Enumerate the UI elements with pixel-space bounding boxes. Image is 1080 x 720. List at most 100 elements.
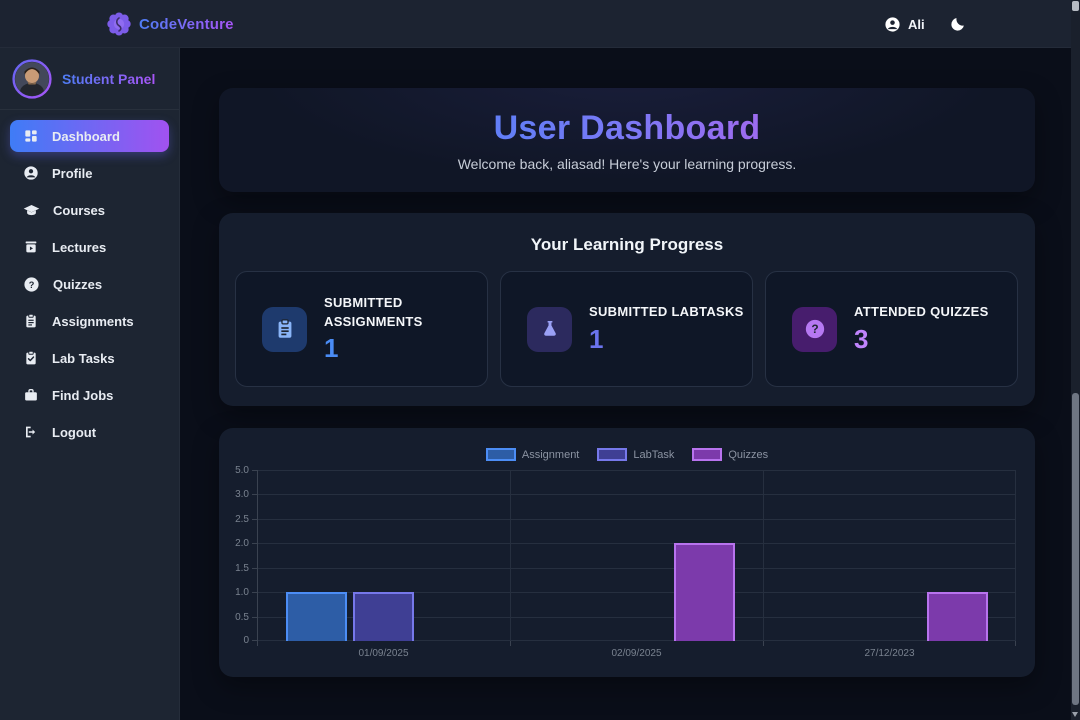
x-tick-label: 01/09/2025 xyxy=(358,648,409,659)
x-axis-tick xyxy=(763,641,764,646)
sidebar-item-label: Lectures xyxy=(52,239,107,255)
brand: CodeVenture xyxy=(106,0,234,48)
clipboard-check-icon xyxy=(23,350,39,366)
gridline xyxy=(763,470,764,641)
y-axis-tick xyxy=(252,640,257,641)
gridline xyxy=(257,543,1016,544)
y-axis-tick xyxy=(252,592,257,593)
bar-labtask-01-09-2025 xyxy=(353,592,414,641)
stat-icon-tile: ? xyxy=(792,306,837,352)
legend-label: LabTask xyxy=(633,448,675,461)
page-scrollbar[interactable] xyxy=(1071,0,1080,720)
sidebar-item-label: Profile xyxy=(52,165,93,181)
sidebar-item-label: Lab Tasks xyxy=(52,350,115,366)
sidebar-nav: Dashboard Profile Courses Lectures? Quizzes A… xyxy=(0,110,179,448)
stat-icon-tile xyxy=(527,306,572,352)
sidebar-item-find-jobs[interactable]: Find Jobs xyxy=(10,379,169,411)
y-tick-label: 5.0 xyxy=(235,465,249,476)
logout-icon xyxy=(23,424,39,440)
legend-label: Quizzes xyxy=(728,448,769,461)
legend-swatch xyxy=(692,448,723,461)
user-icon xyxy=(23,165,39,181)
sidebar-header: Student Panel xyxy=(0,48,179,110)
sidebar-item-quizzes[interactable]: ? Quizzes xyxy=(10,268,169,300)
legend-item-quizzes[interactable]: Quizzes xyxy=(692,448,768,461)
legend-item-labtask[interactable]: LabTask xyxy=(597,448,674,461)
scroll-down-button[interactable] xyxy=(1072,712,1078,717)
sidebar-item-label: Dashboard xyxy=(52,128,120,144)
sidebar-item-courses[interactable]: Courses xyxy=(10,194,169,226)
chart-legend: Assignment LabTask Quizzes xyxy=(219,448,1035,461)
user-circle-icon xyxy=(884,16,901,33)
bar-assignment-01-09-2025 xyxy=(286,592,347,641)
scrollbar-thumb[interactable] xyxy=(1072,393,1079,705)
sidebar-item-label: Logout xyxy=(52,424,97,440)
sidebar-item-label: Quizzes xyxy=(53,276,103,292)
legend-label: Assignment xyxy=(521,448,580,461)
y-tick-label: 1.0 xyxy=(235,587,249,598)
clipboard-icon xyxy=(274,318,296,340)
scroll-up-button[interactable] xyxy=(1072,1,1079,11)
topbar: CodeVenture Ali xyxy=(0,0,1080,48)
x-axis-tick xyxy=(257,641,258,646)
sidebar-item-lab-tasks[interactable]: Lab Tasks xyxy=(10,342,169,374)
avatar xyxy=(12,58,52,99)
y-axis-tick xyxy=(252,543,257,544)
sidebar-item-dashboard[interactable]: Dashboard xyxy=(10,120,169,152)
sidebar-item-label: Assignments xyxy=(52,313,134,329)
sidebar-item-profile[interactable]: Profile xyxy=(10,157,169,189)
briefcase-icon xyxy=(23,387,39,403)
sidebar-item-lectures[interactable]: Lectures xyxy=(10,231,169,263)
flask-icon xyxy=(539,318,561,340)
y-tick-label: 3.0 xyxy=(235,489,249,500)
stat-label: ATTENDED QUIZZES xyxy=(854,304,989,320)
svg-text:?: ? xyxy=(811,322,818,336)
stat-cards-row: SUBMITTED ASSIGNMENTS 1 SUBMITTED LABTASKS… xyxy=(235,271,1019,387)
stat-label: SUBMITTED LABTASKS xyxy=(589,304,744,320)
bar-quizzes-27-12-2023 xyxy=(927,592,988,641)
progress-card: Your Learning Progress SUBMITTED ASSIGNM… xyxy=(219,213,1035,406)
user-name: Ali xyxy=(908,16,925,32)
brand-name: CodeVenture xyxy=(139,15,234,33)
stat-card: ? ATTENDED QUIZZES 3 xyxy=(765,271,1018,387)
stat-value: 1 xyxy=(324,332,339,363)
sidebar-item-assignments[interactable]: Assignments xyxy=(10,305,169,337)
y-axis-tick xyxy=(252,617,257,618)
x-tick-label: 02/09/2025 xyxy=(611,648,662,659)
question-circle-icon: ? xyxy=(804,318,826,340)
gridline xyxy=(257,519,1016,520)
stat-value: 1 xyxy=(589,323,604,354)
stat-card: SUBMITTED ASSIGNMENTS 1 xyxy=(235,271,488,387)
gridline xyxy=(257,494,1016,495)
stat-label: SUBMITTED ASSIGNMENTS xyxy=(324,295,423,329)
y-tick-label: 2.0 xyxy=(235,538,249,549)
lecture-box-icon xyxy=(23,239,39,255)
question-circle-icon: ? xyxy=(23,276,40,293)
gridline xyxy=(257,470,1016,471)
welcome-subtitle: Welcome back, aliasad! Here's your learn… xyxy=(457,155,797,172)
y-tick-label: 1.5 xyxy=(235,563,249,574)
progress-title: Your Learning Progress xyxy=(530,235,724,254)
sidebar-item-logout[interactable]: Logout xyxy=(10,416,169,448)
sidebar: Student Panel Dashboard Profile Courses Lec… xyxy=(0,48,180,720)
stat-icon-tile xyxy=(262,306,307,352)
y-axis-tick xyxy=(252,470,257,471)
stat-card: SUBMITTED LABTASKS 1 xyxy=(500,271,753,387)
x-tick-label: 27/12/2023 xyxy=(864,648,915,659)
hero-card: User Dashboard Welcome back, aliasad! He… xyxy=(219,88,1035,192)
y-axis-tick xyxy=(252,568,257,569)
moon-theme-toggle-icon[interactable] xyxy=(949,16,966,33)
chart-card: Assignment LabTask Quizzes 5.0 3.0 2.5 2.0 1.5… xyxy=(219,428,1035,677)
sidebar-item-label: Find Jobs xyxy=(52,387,114,403)
legend-item-assignment[interactable]: Assignment xyxy=(485,448,580,461)
clipboard-icon xyxy=(23,313,39,329)
x-axis-tick xyxy=(510,641,511,646)
gridline xyxy=(510,470,511,641)
gridline xyxy=(257,640,1016,641)
graduation-cap-icon xyxy=(23,202,40,219)
y-tick-label: 0.5 xyxy=(235,612,249,623)
y-axis-line xyxy=(257,470,258,641)
y-tick-label: 2.5 xyxy=(235,514,249,525)
user-menu-button[interactable]: Ali xyxy=(884,16,925,33)
